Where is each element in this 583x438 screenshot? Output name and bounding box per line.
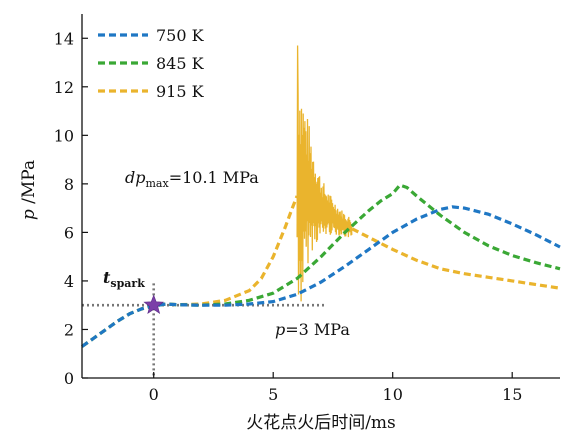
legend-group: 750 K 845 K 915 K — [98, 26, 205, 101]
y-tick-label: 12 — [54, 78, 74, 97]
legend-label: 915 K — [156, 82, 205, 101]
ticks-group: 0 5 10 15 0 2 4 6 8 10 12 14 — [54, 29, 523, 404]
axes-group — [81, 14, 560, 379]
x-tick-label: 15 — [502, 385, 522, 404]
spark-star-marker — [143, 294, 165, 314]
legend-label: 750 K — [156, 26, 205, 45]
x-tick-label: 5 — [268, 385, 278, 404]
series-knock-oscillation-915k — [296, 45, 353, 302]
y-tick-label: 2 — [64, 320, 74, 339]
series-group — [81, 45, 561, 348]
y-tick-label: 10 — [54, 126, 74, 145]
x-tick-label: 10 — [383, 385, 403, 404]
y-tick-label: 14 — [54, 29, 74, 48]
x-tick-label: 0 — [149, 385, 159, 404]
y-tick-label: 6 — [64, 223, 74, 242]
series-line-915k-decay — [351, 227, 561, 290]
dp-max-annotation: dpmax=10.1 MPa — [125, 168, 259, 190]
series-line-845k — [81, 183, 561, 348]
series-line-750k — [81, 205, 561, 348]
y-tick-label: 0 — [64, 369, 74, 388]
y-tick-label: 8 — [64, 175, 74, 194]
y-tick-label: 4 — [64, 272, 74, 291]
t-spark-annotation: tspark — [103, 268, 145, 290]
y-axis-label: p /MPa — [19, 160, 39, 220]
x-axis-label: 火花点火后时间/ms — [246, 413, 396, 433]
legend-label: 845 K — [156, 54, 205, 73]
p-ref-annotation: p=3 MPa — [275, 320, 350, 339]
